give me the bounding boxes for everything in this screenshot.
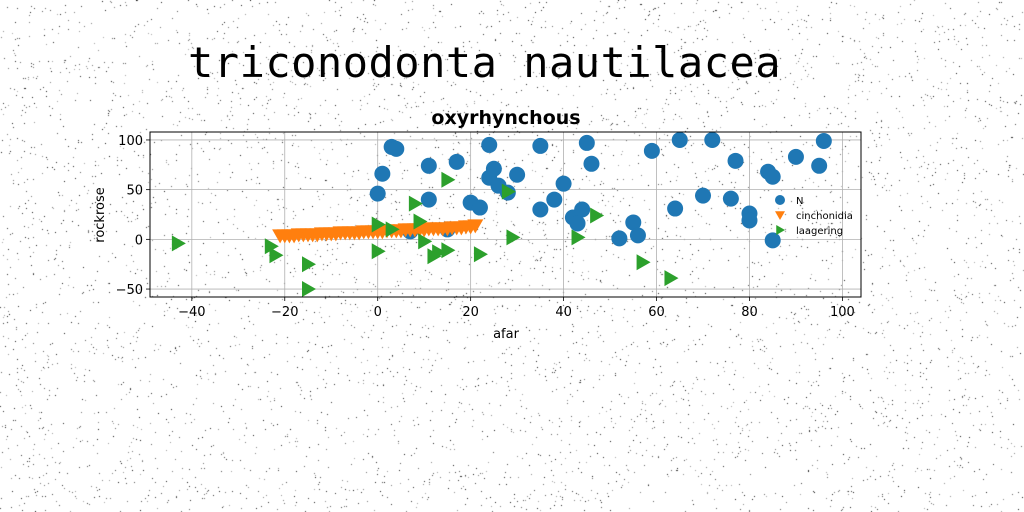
point-N [574, 201, 591, 218]
legend-marker-cinchonidia [775, 211, 785, 220]
point-N [741, 212, 758, 229]
point-N [667, 200, 684, 217]
point-N [787, 148, 804, 165]
point-N [532, 201, 549, 218]
point-N [671, 131, 688, 148]
x-tick-label: 0 [374, 305, 382, 320]
data-points [171, 131, 832, 298]
point-N [569, 215, 586, 232]
y-tick-label: −50 [116, 283, 143, 298]
point-N [815, 132, 832, 149]
point-N [485, 160, 502, 177]
x-tick-label: 100 [830, 305, 855, 320]
point-N [611, 230, 628, 247]
point-N [388, 140, 405, 157]
point-N [727, 152, 744, 169]
point-N [420, 157, 437, 174]
point-laagering [432, 244, 447, 261]
point-laagering [371, 216, 386, 233]
point-N [546, 191, 563, 208]
point-laagering [441, 242, 456, 259]
point-N [643, 142, 660, 159]
point-N [583, 155, 600, 172]
x-tick-label: 40 [555, 305, 572, 320]
point-N [374, 165, 391, 182]
legend-label: N [796, 196, 803, 207]
x-tick-label: 20 [462, 305, 479, 320]
point-N [555, 175, 572, 192]
point-laagering [473, 246, 488, 263]
y-axis-ticks: −50 0 50 100 [116, 134, 150, 298]
point-N [811, 157, 828, 174]
point-laagering [506, 229, 521, 246]
point-N [625, 214, 642, 231]
point-N [764, 168, 781, 185]
point-laagering [302, 256, 316, 273]
point-N [722, 190, 739, 207]
point-N [704, 131, 721, 148]
point-N [369, 185, 386, 202]
point-N [532, 137, 549, 154]
point-laagering [385, 221, 400, 238]
legend-marker-N [775, 195, 785, 205]
plot-area-frame [149, 131, 862, 298]
point-N [578, 134, 595, 151]
x-axis-ticks: −40 −20 0 20 40 60 80 100 [178, 297, 855, 320]
legend-marker-laagering [776, 225, 785, 235]
x-tick-label: 80 [741, 305, 758, 320]
figure-title: triconodonta nautilacea [188, 38, 782, 87]
point-N [509, 166, 526, 183]
point-laagering [664, 270, 679, 287]
x-tick-label: −20 [271, 305, 298, 320]
point-laagering [441, 171, 456, 188]
point-N [448, 153, 465, 170]
legend-label: laagering [796, 226, 843, 237]
legend-label: cinchonidia [796, 211, 853, 222]
point-N [764, 232, 781, 249]
point-laagering [501, 183, 516, 200]
point-N [420, 191, 437, 208]
x-tick-label: 60 [648, 305, 665, 320]
point-laagering [371, 243, 386, 260]
point-laagering [636, 254, 651, 271]
point-laagering [413, 213, 428, 230]
point-laagering [418, 233, 433, 250]
point-laagering [408, 195, 423, 212]
chart-title: oxyrhynchous [431, 107, 580, 129]
point-N [481, 136, 498, 153]
x-axis-label: afar [493, 327, 520, 342]
point-N [695, 187, 711, 204]
point-laagering [269, 247, 284, 264]
point-laagering [590, 207, 605, 224]
y-tick-label: 50 [126, 184, 143, 199]
point-laagering [171, 235, 186, 252]
point-cinchonidia [467, 219, 484, 234]
point-laagering [571, 229, 586, 246]
point-N [629, 227, 646, 244]
point-laagering [264, 238, 279, 255]
y-tick-label: 100 [118, 134, 143, 149]
point-N [471, 199, 488, 216]
x-tick-label: −40 [178, 305, 205, 320]
y-axis-label: rockrose [93, 187, 108, 242]
y-tick-label: 0 [135, 233, 143, 248]
point-laagering [302, 281, 316, 298]
